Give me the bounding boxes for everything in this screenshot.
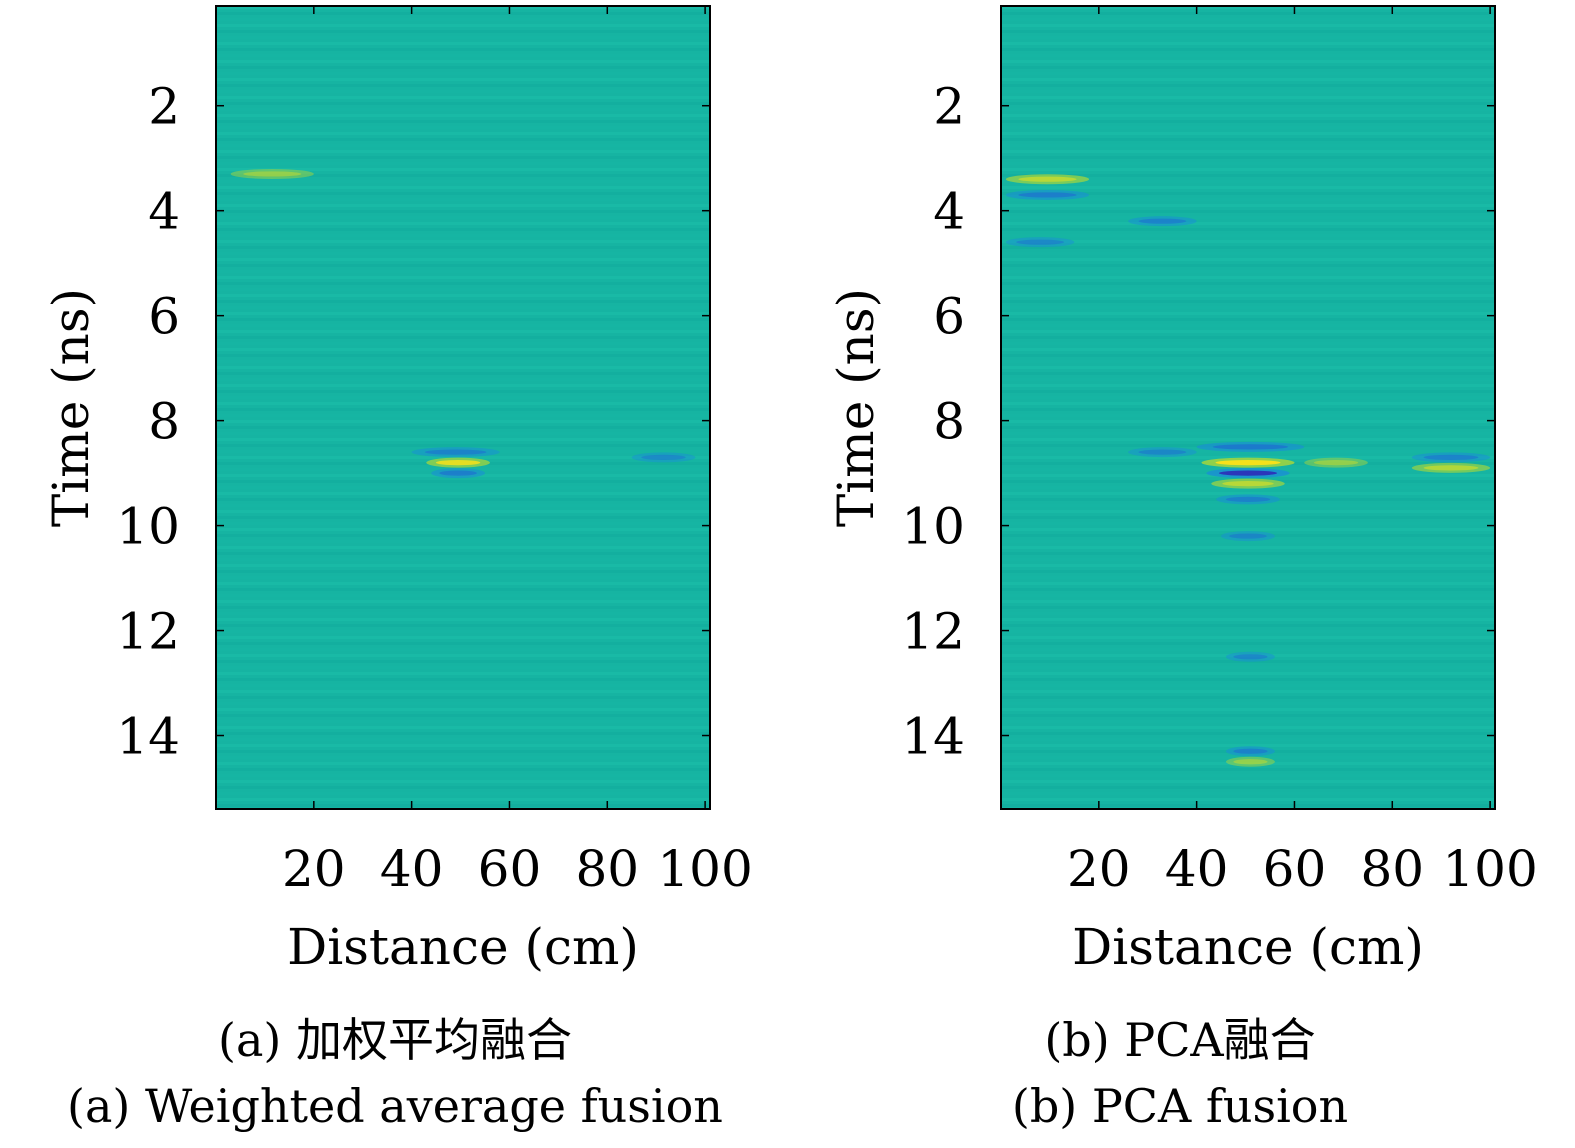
y-tick-label: 14 <box>901 708 965 766</box>
y-axis-label: Time (ns) <box>42 288 100 527</box>
x-tick-label: 60 <box>478 840 542 898</box>
x-axis-label: Distance (cm) <box>287 918 639 976</box>
y-tick-label: 12 <box>901 603 965 661</box>
caption-en-a: (a) Weighted average fusion <box>67 1079 723 1133</box>
heatmap-feature-core <box>1233 759 1268 765</box>
heatmap-feature <box>631 452 696 463</box>
heatmap-feature-core <box>1233 748 1268 754</box>
y-tick-label: 2 <box>933 78 965 136</box>
plot-frame <box>1000 5 1496 810</box>
heatmap-feature-core <box>435 460 481 466</box>
x-tick-label: 100 <box>1442 840 1537 898</box>
heatmap-feature-core <box>1215 460 1281 466</box>
x-tick-label: 20 <box>1067 840 1131 898</box>
heatmap-feature-core <box>1018 192 1077 198</box>
y-axis-label: Time (ns) <box>827 288 885 527</box>
heatmap-feature-core <box>1016 239 1065 245</box>
x-tick-label: 80 <box>1360 840 1424 898</box>
x-tick-label: 40 <box>1165 840 1229 898</box>
heatmap-feature-core <box>243 171 302 177</box>
heatmap-feature-core <box>1138 449 1187 455</box>
y-tick-label: 4 <box>148 183 180 241</box>
y-tick-label: 10 <box>901 498 965 556</box>
plot-frame <box>215 5 711 810</box>
caption-cn-a: (a) 加权平均融合 <box>218 1013 572 1067</box>
y-tick-label: 12 <box>116 603 180 661</box>
heatmap-feature-core <box>1225 496 1271 502</box>
y-tick-label: 6 <box>933 288 965 346</box>
heatmap-chart-a: 20 40 60 80 100 2 4 6 8 10 12 14 Distance (cm) Time (… <box>42 5 753 976</box>
heatmap-feature-core <box>641 454 686 460</box>
panel-b: 20 40 60 80 100 2 4 6 8 10 12 14 Distance (cm) Time (… <box>785 0 1575 1148</box>
y-tick-label: 10 <box>116 498 180 556</box>
heatmap-feature-core <box>439 470 477 476</box>
x-tick-label: 20 <box>282 840 346 898</box>
y-tick-label: 8 <box>933 393 965 451</box>
y-tick-label: 6 <box>148 288 180 346</box>
heatmap-feature-core <box>1313 460 1359 466</box>
heatmap-feature-core <box>1018 176 1077 182</box>
x-tick-label: 80 <box>575 840 639 898</box>
caption-en-b: (b) PCA fusion <box>1011 1079 1349 1133</box>
heatmap-feature-core <box>1218 470 1278 476</box>
heatmap-feature-core <box>1222 481 1274 487</box>
heatmap-feature-core <box>424 449 487 455</box>
x-axis-label: Distance (cm) <box>1072 918 1424 976</box>
heatmap-feature-core <box>1423 465 1479 471</box>
panel-a: 20 40 60 80 100 2 4 6 8 10 12 14 Distance (cm) Time (… <box>42 5 753 1133</box>
heatmap-texture <box>1001 6 1495 807</box>
y-tick-label: 14 <box>116 708 180 766</box>
y-tick-label: 8 <box>148 393 180 451</box>
x-tick-label: 100 <box>657 840 752 898</box>
x-tick-label: 60 <box>1263 840 1327 898</box>
caption-cn-b: (b) PCA融合 <box>1044 1013 1316 1067</box>
heatmap-feature-core <box>1423 454 1479 460</box>
x-tick-label: 40 <box>380 840 444 898</box>
heatmap-feature-core <box>1229 533 1267 539</box>
y-tick-label: 2 <box>148 78 180 136</box>
heatmap-feature-core <box>1212 444 1289 450</box>
heatmap-feature-core <box>1233 654 1268 660</box>
heatmap-texture <box>216 6 710 807</box>
heatmap-feature-core <box>1138 218 1187 224</box>
heatmap-chart-b: 20 40 60 80 100 2 4 6 8 10 12 14 Distance (cm) Time (… <box>827 5 1538 976</box>
y-tick-label: 4 <box>933 183 965 241</box>
